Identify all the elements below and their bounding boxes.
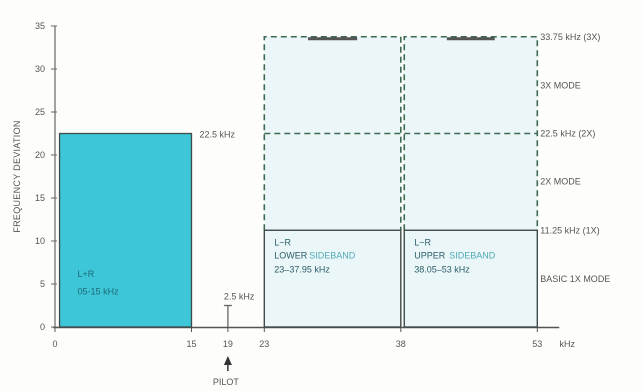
block-lower-line-1: L−R xyxy=(274,237,291,247)
block-upper-line-2: UPPER xyxy=(414,250,446,260)
block-upper-line-3: SIDEBAND xyxy=(449,250,496,260)
x-tick-label: 23 xyxy=(259,339,269,349)
lr-value-label: 22.5 kHz xyxy=(200,130,236,140)
mode-label: 2X MODE xyxy=(540,177,581,187)
x-tick-label: 38 xyxy=(396,339,406,349)
x-tick-label: 19 xyxy=(223,339,233,349)
y-tick-label: 10 xyxy=(35,236,45,246)
mode-label: BASIC 1X MODE xyxy=(540,274,610,284)
plot-area: 0 5 10 15 20 25 30 35 FREQUENCY DEVIATION 0 15 19 23… xyxy=(12,21,610,387)
y-tick-label: 0 xyxy=(40,322,45,332)
block-lr xyxy=(58,132,193,328)
y-axis-title: FREQUENCY DEVIATION xyxy=(12,120,22,232)
pilot-label: PILOT xyxy=(213,377,240,387)
y-tick-label: 35 xyxy=(35,21,45,31)
y-tick-label: 20 xyxy=(35,150,45,160)
block-lr-line-1: L+R xyxy=(78,269,95,279)
y-tick-label: 5 xyxy=(40,279,45,289)
block-lower xyxy=(263,229,402,328)
block-lower-line-4: 23–37.95 kHz xyxy=(274,264,330,274)
block-lower-line-2: LOWER xyxy=(274,250,308,260)
level-label: 11.25 kHz (1X) xyxy=(540,225,599,235)
y-tick-label: 30 xyxy=(35,64,45,74)
pilot-arrow-head xyxy=(223,356,232,365)
dashed-outline-3x xyxy=(263,35,402,231)
y-tick-label: 25 xyxy=(35,107,45,117)
x-tick-label: 0 xyxy=(52,339,57,349)
x-tick-label: 15 xyxy=(186,339,196,349)
x-tick-label: 53 xyxy=(532,339,542,349)
level-label: 22.5 kHz (2X) xyxy=(540,129,595,139)
block-upper-line-4: 38.05–53 kHz xyxy=(414,264,470,274)
x-unit-label: kHz xyxy=(560,339,576,349)
block-lower-line-3: SIDEBAND xyxy=(309,250,356,260)
y-tick-label: 15 xyxy=(35,193,45,203)
block-lr-line-2: 05-15 kHz xyxy=(78,286,120,296)
block-upper-line-1: L−R xyxy=(414,237,431,247)
pilot-value-label: 2.5 kHz xyxy=(224,292,255,302)
level-label: 33.75 kHz (3X) xyxy=(540,32,600,42)
mode-label: 3X MODE xyxy=(540,80,581,90)
block-upper xyxy=(403,229,539,328)
